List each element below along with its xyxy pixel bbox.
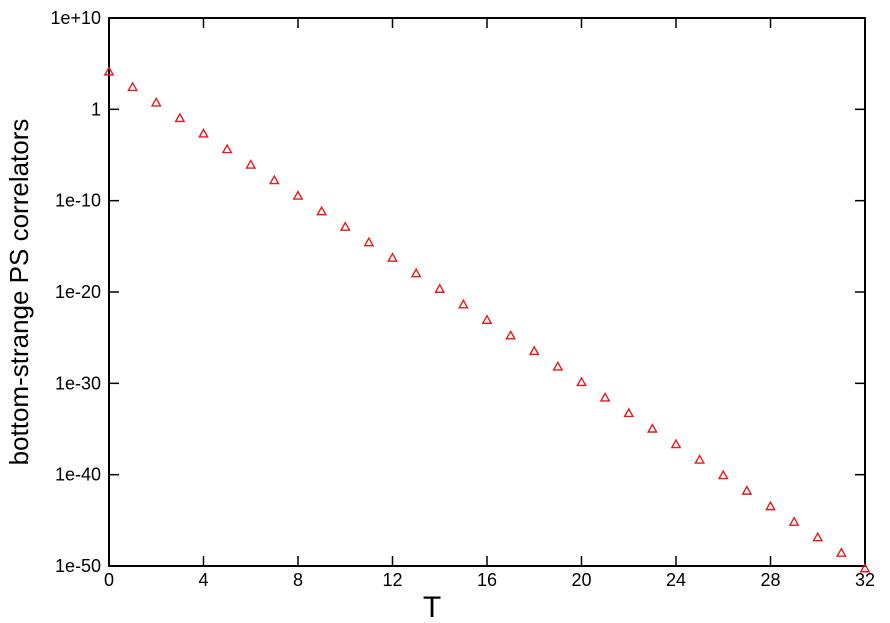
data-point (859, 562, 871, 573)
x-axis-title: T (423, 591, 441, 623)
x-tick-label: 28 (760, 570, 780, 590)
x-tick-label: 0 (104, 570, 114, 590)
data-point (552, 360, 564, 371)
data-point (694, 454, 706, 464)
x-tick-label: 32 (855, 570, 875, 590)
data-point (646, 423, 658, 433)
y-tick-label: 1e-10 (55, 191, 101, 211)
data-point (481, 314, 493, 325)
y-tick-label: 1e-30 (55, 373, 101, 393)
data-point (835, 547, 847, 557)
data-point (198, 128, 209, 138)
data-point (528, 345, 540, 356)
data-point (741, 485, 753, 495)
y-ticks: 1e+10 1 1e-10 1e-20 1e-30 1e-40 1e-50 (50, 8, 865, 576)
data-point (316, 205, 328, 216)
data-point (221, 143, 233, 154)
data-point (717, 469, 729, 480)
y-tick-label: 1e-50 (55, 556, 101, 576)
x-tick-label: 20 (571, 570, 591, 590)
data-point (670, 438, 682, 449)
data-point (457, 298, 469, 309)
x-tick-label: 24 (666, 570, 686, 590)
data-point (339, 221, 351, 231)
y-tick-label: 1e+10 (50, 8, 101, 28)
data-point (268, 174, 280, 185)
data-point (150, 97, 162, 107)
y-axis-title: bottom-strange PS correlators (4, 119, 34, 466)
data-point (434, 283, 446, 293)
data-point (127, 81, 139, 92)
y-tick-label: 1 (91, 99, 101, 119)
data-point (410, 267, 422, 278)
x-ticks: 0 4 8 12 16 20 24 28 32 (104, 18, 875, 590)
data-point (505, 329, 517, 340)
data-point (174, 112, 186, 123)
x-tick-label: 4 (198, 570, 208, 590)
data-point (765, 500, 776, 511)
data-point (812, 531, 824, 542)
data-point (103, 65, 115, 76)
x-tick-label: 16 (477, 570, 497, 590)
y-tick-label: 1e-20 (55, 282, 101, 302)
data-points (103, 65, 871, 573)
x-tick-label: 12 (382, 570, 402, 590)
data-point (576, 376, 587, 387)
data-point (363, 236, 375, 247)
data-point (788, 516, 800, 526)
data-point (292, 190, 304, 200)
plot-frame (108, 17, 866, 567)
data-point (599, 392, 611, 402)
data-point (623, 407, 635, 418)
x-tick-label: 8 (293, 570, 303, 590)
y-tick-label: 1e-40 (55, 465, 101, 485)
data-point (387, 252, 398, 262)
data-point (245, 159, 257, 169)
